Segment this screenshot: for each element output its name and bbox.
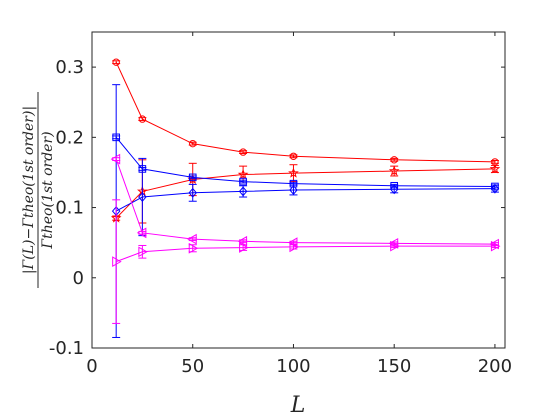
- data-point-triangle-right: [239, 242, 249, 253]
- data-point-circle: [390, 156, 398, 164]
- data-point-diamond: [188, 187, 197, 198]
- y-axis-label-numerator: |Γ(L)−Γtheo(1st order)|: [21, 106, 37, 274]
- data-point-circle: [239, 148, 247, 156]
- data-point-triangle-left: [136, 227, 147, 239]
- x-axis-label: L: [290, 393, 306, 418]
- y-axis-label-denominator: Γtheo(1st order): [40, 131, 56, 249]
- data-point-diamond: [138, 192, 147, 202]
- data-point-star: [288, 167, 299, 178]
- data-point-diamond: [289, 185, 298, 195]
- y-tick-label: 0.3: [55, 57, 84, 78]
- series-layer: [110, 58, 501, 338]
- data-point-triangle-right: [289, 241, 299, 253]
- data-point-triangle-left: [237, 235, 248, 247]
- data-point-diamond: [238, 186, 248, 197]
- y-tick-label: 0.1: [55, 198, 84, 219]
- data-point-triangle-right: [390, 240, 400, 252]
- data-point-diamond: [490, 183, 500, 194]
- y-tick-label: 0: [73, 268, 84, 289]
- x-tick-label: 50: [181, 356, 204, 377]
- series-5-triangle-right: [112, 199, 501, 324]
- data-point-triangle-right: [490, 240, 501, 252]
- ticks-layer: 0 50 100 150 200-0.100.10.20.3: [49, 32, 512, 377]
- x-tick-label: 0: [86, 356, 97, 377]
- data-point-circle: [138, 115, 147, 123]
- y-tick-label: 0.2: [55, 127, 84, 148]
- data-point-triangle-right: [138, 246, 148, 258]
- axes-layer: [91, 31, 506, 349]
- data-point-triangle-right: [112, 256, 122, 267]
- data-point-triangle-left: [187, 233, 197, 245]
- data-point-star: [489, 163, 501, 174]
- axes-box: [91, 31, 506, 349]
- data-point-star: [388, 165, 400, 176]
- series-0-circle: [112, 58, 499, 166]
- data-point-triangle-left: [110, 153, 121, 165]
- data-point-triangle-right: [188, 242, 199, 254]
- data-point-square: [188, 173, 197, 182]
- x-tick-label: 150: [377, 356, 411, 377]
- x-tick-label: 100: [276, 356, 310, 377]
- y-tick-label: -0.1: [49, 338, 84, 359]
- data-point-diamond: [389, 184, 399, 195]
- data-point-star: [237, 168, 249, 180]
- data-point-circle: [189, 139, 197, 148]
- data-point-circle: [289, 152, 298, 160]
- data-point-circle: [112, 58, 120, 66]
- x-tick-label: 200: [478, 356, 512, 377]
- data-point-square: [239, 177, 247, 186]
- y-axis-label: |Γ(L)−Γtheo(1st order)| Γtheo(1st order): [21, 92, 56, 288]
